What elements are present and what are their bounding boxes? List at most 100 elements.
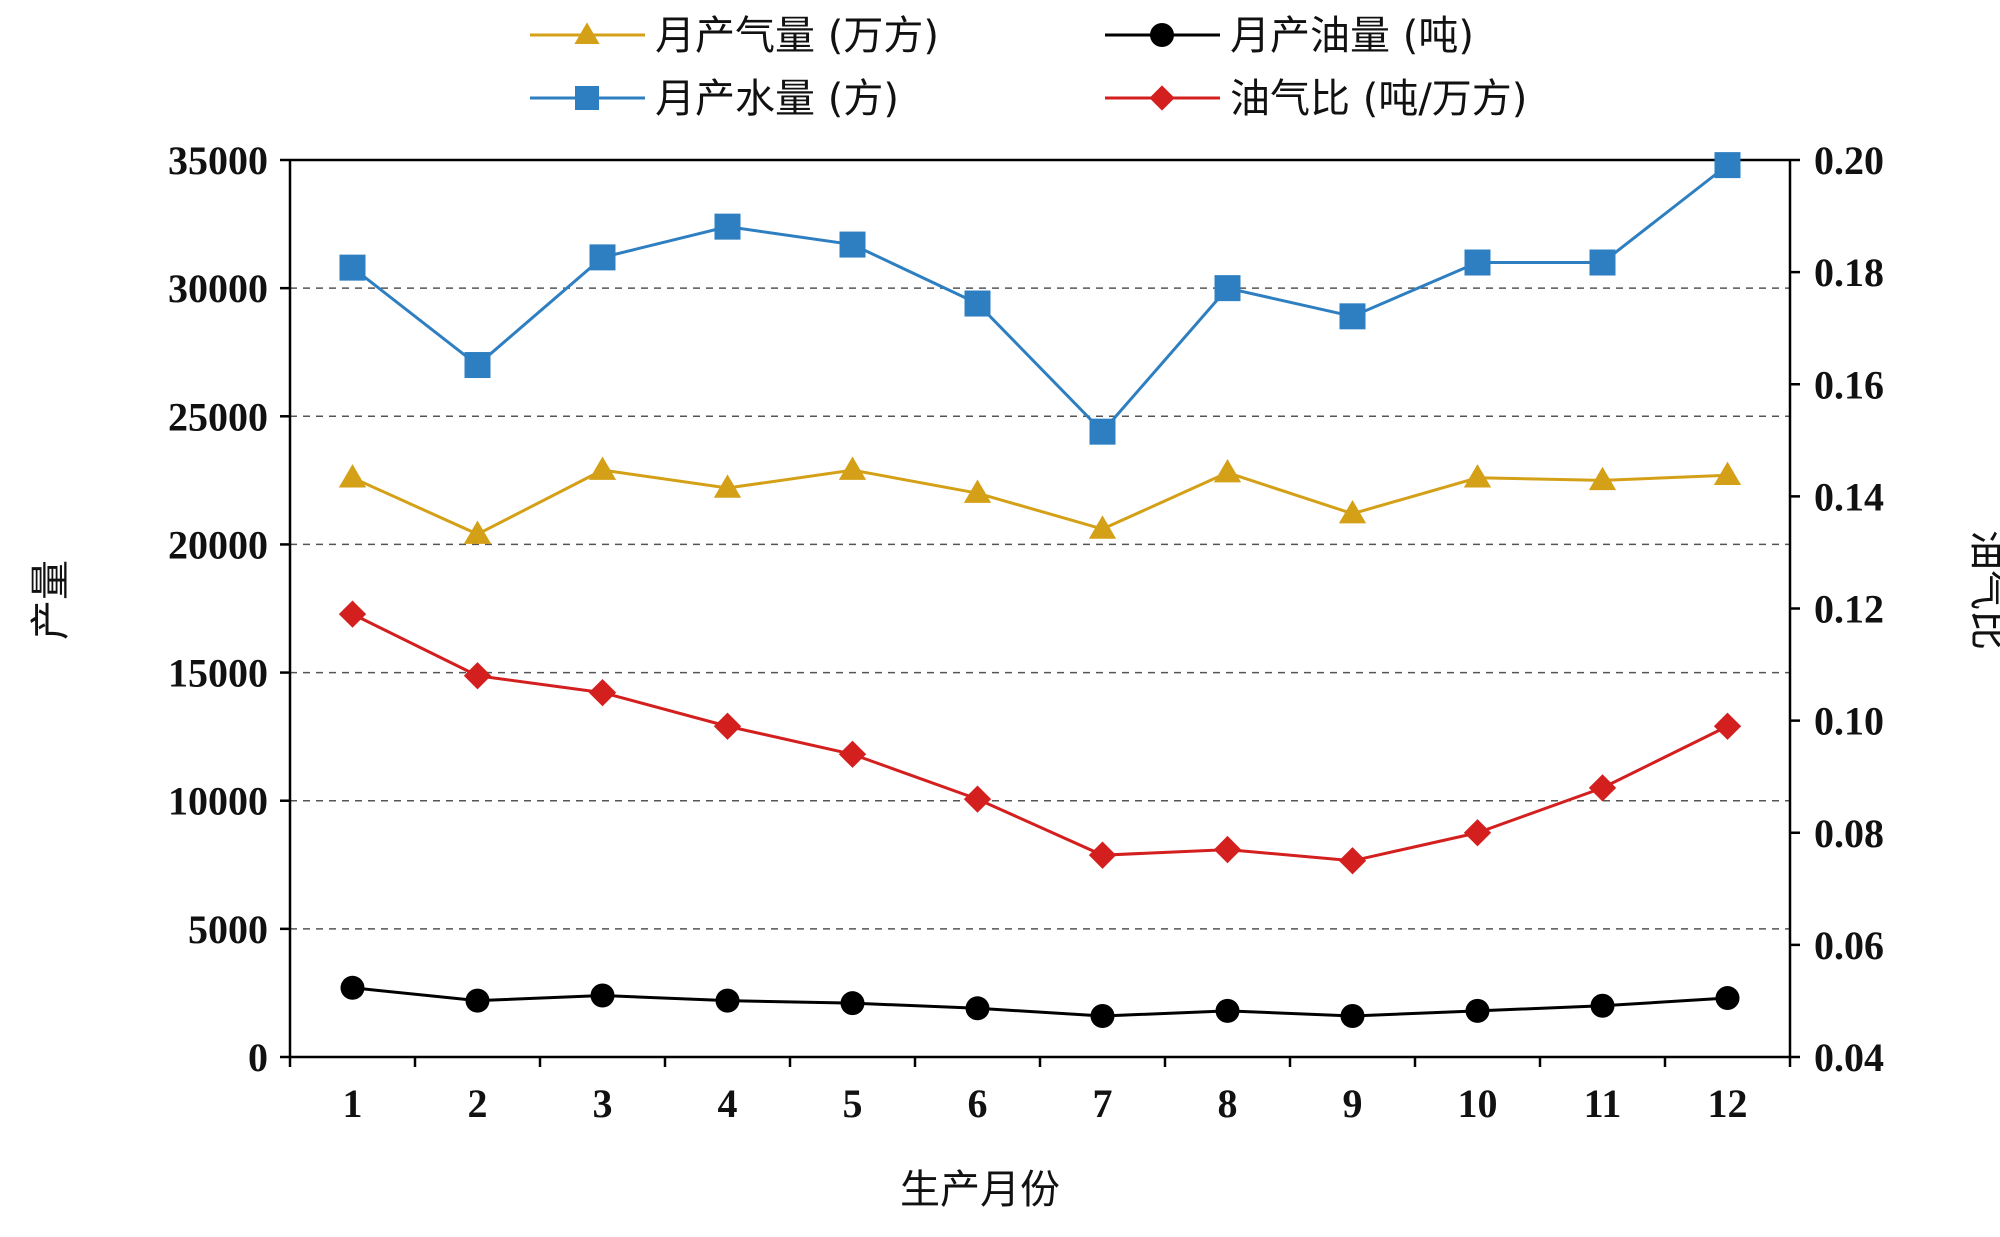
x-tick-label-9: 9 bbox=[1343, 1081, 1363, 1126]
series-0-line bbox=[351, 468, 1728, 536]
legend-label-3: 油气比 (吨/万方) bbox=[1230, 76, 1527, 122]
series-group bbox=[338, 152, 1742, 1028]
series-0-point-8 bbox=[1213, 459, 1242, 483]
series-1-point-2 bbox=[465, 988, 490, 1013]
legend-entry-1: 月产油量 (吨) bbox=[1105, 13, 1474, 59]
series-0-point-3 bbox=[588, 456, 617, 480]
y2-tick-label-0.14: 0.14 bbox=[1814, 474, 1884, 519]
legend-label-1: 月产油量 (吨) bbox=[1230, 13, 1474, 59]
series-2-point-1 bbox=[339, 254, 366, 281]
axes: 1 2 3 4 5 6 7 8 9 10 11 120500010000150002000025000… bbox=[168, 138, 1884, 1126]
series-2-point-7 bbox=[1089, 418, 1116, 445]
series-0-point-11 bbox=[1588, 466, 1617, 491]
series-1 bbox=[340, 975, 1740, 1028]
x-tick-label-5: 5 bbox=[843, 1081, 863, 1126]
series-3-point-11 bbox=[1588, 774, 1617, 802]
series-3-point-7 bbox=[1088, 841, 1117, 869]
series-2-point-3 bbox=[589, 244, 616, 271]
legend-label-2: 月产水量 (方) bbox=[655, 76, 899, 122]
series-1-point-5 bbox=[840, 991, 865, 1016]
series-0-point-9 bbox=[1338, 500, 1367, 524]
y2-tick-label-0.16: 0.16 bbox=[1814, 362, 1884, 407]
x-tick-label-3: 3 bbox=[593, 1081, 613, 1126]
y-tick-label-35000: 35000 bbox=[168, 138, 268, 183]
series-0-point-7 bbox=[1088, 515, 1117, 539]
x-tick-label-4: 4 bbox=[718, 1081, 738, 1126]
legend-label-0: 月产气量 (万方) bbox=[655, 13, 939, 59]
series-1-point-8 bbox=[1215, 998, 1240, 1023]
y-tick-label-15000: 15000 bbox=[168, 651, 268, 696]
x-tick-label-11: 11 bbox=[1584, 1081, 1622, 1126]
y-tick-label-5000: 5000 bbox=[188, 907, 268, 952]
x-axis-title: 生产月份 bbox=[900, 1167, 1060, 1213]
series-1-point-9 bbox=[1340, 1003, 1365, 1028]
legend-entry-0: 月产气量 (万方) bbox=[530, 13, 939, 59]
y2-tick-label-0.08: 0.08 bbox=[1814, 811, 1884, 856]
series-0 bbox=[338, 456, 1742, 544]
series-1-line bbox=[352, 986, 1728, 1018]
y2-tick-label-0.10: 0.10 bbox=[1814, 699, 1884, 744]
series-3-point-6 bbox=[963, 785, 992, 813]
series-2-point-5 bbox=[839, 231, 866, 258]
series-0-point-5 bbox=[838, 456, 867, 480]
y-tick-label-0: 0 bbox=[248, 1035, 268, 1080]
series-2-point-8 bbox=[1214, 275, 1241, 302]
x-tick-label-6: 6 bbox=[968, 1081, 988, 1126]
series-3 bbox=[338, 600, 1742, 875]
y-axis-title: 产量 bbox=[28, 560, 74, 640]
series-0-point-10 bbox=[1463, 464, 1492, 488]
y2-tick-label-0.18: 0.18 bbox=[1814, 250, 1884, 295]
gridlines bbox=[290, 287, 1790, 930]
series-3-line bbox=[351, 612, 1729, 863]
legend-marker-2 bbox=[575, 86, 599, 110]
y2-tick-label-0.06: 0.06 bbox=[1814, 923, 1884, 968]
series-1-point-10 bbox=[1465, 998, 1490, 1023]
x-tick-label-8: 8 bbox=[1218, 1081, 1238, 1126]
series-3-point-2 bbox=[463, 662, 492, 690]
series-0-point-4 bbox=[713, 474, 742, 498]
series-3-point-4 bbox=[713, 712, 742, 740]
legend-entry-2: 月产水量 (方) bbox=[530, 76, 899, 122]
series-2-point-9 bbox=[1339, 303, 1366, 330]
series-2-point-10 bbox=[1464, 249, 1491, 276]
series-3-point-9 bbox=[1338, 847, 1367, 875]
series-3-point-12 bbox=[1713, 712, 1742, 740]
x-tick-label-7: 7 bbox=[1093, 1081, 1113, 1126]
series-1-point-1 bbox=[340, 975, 365, 1000]
x-tick-label-1: 1 bbox=[343, 1081, 363, 1126]
y-tick-label-30000: 30000 bbox=[168, 266, 268, 311]
series-1-point-4 bbox=[715, 988, 740, 1013]
x-tick-label-2: 2 bbox=[468, 1081, 488, 1126]
series-2-point-6 bbox=[964, 290, 991, 317]
x-tick-label-12: 12 bbox=[1708, 1081, 1748, 1126]
y-tick-label-25000: 25000 bbox=[168, 394, 268, 439]
legend-marker-1 bbox=[1150, 23, 1174, 47]
legend-marker-3 bbox=[1149, 85, 1175, 111]
legend: 月产气量 (万方) 月产油量 (吨) 月产水量 (方) 油气比 (吨/万方) bbox=[530, 13, 1527, 122]
series-3-point-8 bbox=[1213, 835, 1242, 864]
y2-tick-label-0.04: 0.04 bbox=[1814, 1035, 1884, 1080]
series-0-point-1 bbox=[338, 464, 367, 488]
series-1-point-3 bbox=[590, 983, 615, 1008]
series-0-point-12 bbox=[1713, 461, 1742, 485]
series-1-point-7 bbox=[1090, 1003, 1115, 1028]
y2-tick-label-0.12: 0.12 bbox=[1814, 587, 1884, 632]
series-2-point-4 bbox=[714, 213, 741, 240]
series-1-point-11 bbox=[1590, 993, 1615, 1018]
series-0-point-6 bbox=[963, 479, 992, 503]
y2-tick-label-0.20: 0.20 bbox=[1814, 138, 1884, 183]
x-tick-label-10: 10 bbox=[1458, 1081, 1498, 1126]
series-1-point-6 bbox=[965, 996, 990, 1021]
series-2-point-11 bbox=[1589, 249, 1616, 276]
series-3-point-5 bbox=[838, 740, 867, 768]
legend-marker-0 bbox=[574, 22, 600, 44]
series-3-point-1 bbox=[338, 600, 367, 628]
series-2-point-12 bbox=[1714, 152, 1741, 179]
y-tick-label-10000: 10000 bbox=[168, 779, 268, 824]
legend-entry-3: 油气比 (吨/万方) bbox=[1105, 76, 1527, 122]
y2-axis-title: 油气比 bbox=[1965, 530, 2000, 650]
series-2 bbox=[339, 152, 1741, 445]
series-2-point-2 bbox=[464, 352, 491, 379]
